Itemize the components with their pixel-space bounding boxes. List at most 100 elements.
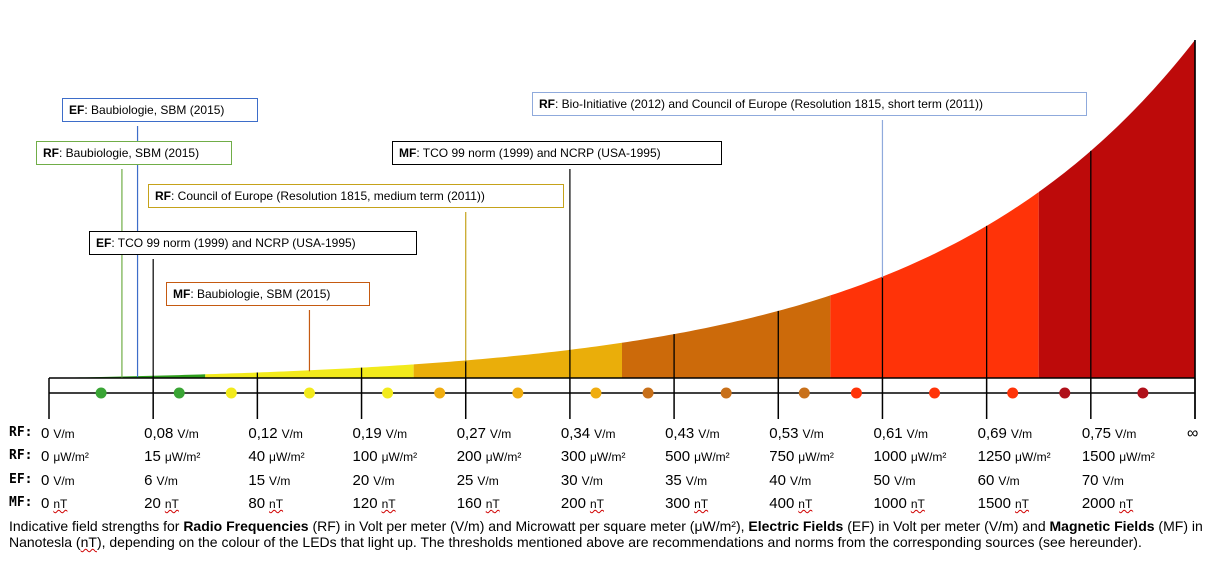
value-cell: 1500 nT <box>977 495 1030 512</box>
value-cell: 0,08 V/m <box>144 425 199 442</box>
infinity-label: ∞ <box>1187 425 1199 442</box>
color-band-1 <box>49 374 206 378</box>
value-cell: 400 nT <box>769 495 813 512</box>
value-cell: 6 V/m <box>144 472 178 489</box>
value-cell: 120 nT <box>352 495 396 512</box>
color-band-4 <box>622 295 831 378</box>
value-cell: 0,43 V/m <box>665 425 720 442</box>
value-cell: 0,53 V/m <box>769 425 824 442</box>
color-band-5 <box>830 192 1039 378</box>
caption-ef-term: Electric Fields <box>748 518 844 534</box>
threshold-prefix: MF <box>173 287 191 301</box>
row-label: MF: <box>9 495 33 510</box>
led-9 <box>642 387 654 399</box>
value-cell: 1500 μW/m² <box>1081 448 1155 465</box>
value-cell: 750 μW/m² <box>769 448 834 465</box>
caption-mf-term: Magnetic Fields <box>1049 518 1155 534</box>
value-cell: 500 μW/m² <box>665 448 730 465</box>
value-cell: 20 V/m <box>352 472 395 489</box>
value-cell: 0,61 V/m <box>873 425 928 442</box>
led-8 <box>590 387 602 399</box>
value-cell: 200 nT <box>560 495 604 512</box>
threshold-text: : Baubiologie, SBM (2015) <box>190 287 331 301</box>
row-label: RF: <box>9 425 33 440</box>
value-row-2: RF: 0 μW/m² 15 μW/m² 40 μW/m² 100 μW/m² 200 μW/m² 3… <box>0 448 1218 470</box>
threshold-prefix: MF <box>399 146 417 160</box>
threshold-prefix: EF <box>96 236 112 250</box>
value-row-3: EF: 0 V/m 6 V/m 15 V/m 20 V/m 25 V/m 30 V/m 35 V/m 40 V/… <box>0 472 1218 494</box>
color-band-6 <box>1038 40 1195 378</box>
threshold-label-rf-council-medium: RF: Council of Europe (Resolution 1815, … <box>148 184 564 208</box>
value-cell: 0,34 V/m <box>560 425 616 442</box>
value-cell: 60 V/m <box>977 472 1020 489</box>
led-4 <box>303 387 315 399</box>
led-11 <box>798 387 810 399</box>
value-cell: 0 μW/m² <box>41 448 89 465</box>
value-cell: 30 V/m <box>560 472 603 489</box>
value-cell: 0 V/m <box>41 425 75 442</box>
threshold-prefix: RF <box>43 146 59 160</box>
value-cell: 35 V/m <box>665 472 708 489</box>
threshold-label-rf-bioinitiative: RF: Bio-Initiative (2012) and Council of… <box>532 92 1087 116</box>
value-cell: 0 V/m <box>41 472 75 489</box>
led-2 <box>173 387 185 399</box>
threshold-text: : Bio-Initiative (2012) and Council of E… <box>555 97 983 111</box>
threshold-prefix: RF <box>539 97 555 111</box>
value-cell: 0 nT <box>41 495 68 512</box>
value-cell: 0,12 V/m <box>248 425 303 442</box>
value-row-1: RF: 0 V/m 0,08 V/m 0,12 V/m 0,19 V/m 0,27 V/m 0,34 V… <box>0 425 1218 447</box>
led-16 <box>1137 387 1149 399</box>
threshold-prefix: EF <box>69 103 85 117</box>
value-cell: 1000 nT <box>873 495 925 512</box>
row-label: RF: <box>9 448 33 463</box>
led-10 <box>720 387 732 399</box>
value-cell: 25 V/m <box>456 472 499 489</box>
threshold-text: : Council of Europe (Resolution 1815, me… <box>171 189 485 203</box>
value-cell: 1000 μW/m² <box>873 448 947 465</box>
led-15 <box>1059 387 1071 399</box>
value-cell: 1250 μW/m² <box>977 448 1051 465</box>
value-cell: 0,27 V/m <box>456 425 512 442</box>
value-cell: 200 μW/m² <box>456 448 522 465</box>
led-3 <box>225 387 237 399</box>
value-cell: 15 μW/m² <box>144 448 201 465</box>
value-cell: 0,75 V/m <box>1081 425 1137 442</box>
led-1 <box>95 387 107 399</box>
value-cell: 15 V/m <box>248 472 291 489</box>
caption: Indicative field strengths for Radio Fre… <box>9 518 1203 550</box>
led-13 <box>929 387 941 399</box>
led-7 <box>512 387 524 399</box>
value-cell: 0,69 V/m <box>977 425 1033 442</box>
led-5 <box>382 387 394 399</box>
value-cell: 100 μW/m² <box>352 448 418 465</box>
caption-rf-term: Radio Frequencies <box>183 518 309 534</box>
threshold-text: : Baubiologie, SBM (2015) <box>84 103 225 117</box>
value-cell: 40 V/m <box>769 472 812 489</box>
threshold-label-ef-tco: EF: TCO 99 norm (1999) and NCRP (USA-199… <box>89 231 417 255</box>
value-cell: 40 μW/m² <box>248 448 305 465</box>
color-band-3 <box>413 342 622 378</box>
led-6 <box>434 387 446 399</box>
value-cell: 50 V/m <box>873 472 916 489</box>
value-cell: 300 nT <box>665 495 709 512</box>
row-label: EF: <box>9 472 33 487</box>
threshold-prefix: RF <box>155 189 171 203</box>
led-12 <box>850 387 862 399</box>
value-cell: 20 nT <box>144 495 179 512</box>
value-row-4: MF: 0 nT 20 nT 80 nT 120 nT 160 nT 200 nT 300 nT 400 nT 1… <box>0 495 1218 517</box>
value-cell: 0,19 V/m <box>352 425 408 442</box>
threshold-label-mf-baubiologie: MF: Baubiologie, SBM (2015) <box>166 282 370 306</box>
threshold-label-rf-baubiologie: RF: Baubiologie, SBM (2015) <box>36 141 232 165</box>
threshold-text: : TCO 99 norm (1999) and NCRP (USA-1995) <box>416 146 661 160</box>
threshold-text: : TCO 99 norm (1999) and NCRP (USA-1995) <box>111 236 356 250</box>
threshold-label-ef-baubiologie: EF: Baubiologie, SBM (2015) <box>62 98 258 122</box>
threshold-label-mf-tco: MF: TCO 99 norm (1999) and NCRP (USA-199… <box>392 141 722 165</box>
led-14 <box>1007 387 1019 399</box>
value-cell: 70 V/m <box>1081 472 1124 489</box>
value-cell: 160 nT <box>456 495 500 512</box>
value-cell: 2000 nT <box>1081 495 1134 512</box>
value-cell: 80 nT <box>248 495 284 512</box>
threshold-text: : Baubiologie, SBM (2015) <box>59 146 200 160</box>
value-cell: 300 μW/m² <box>560 448 626 465</box>
